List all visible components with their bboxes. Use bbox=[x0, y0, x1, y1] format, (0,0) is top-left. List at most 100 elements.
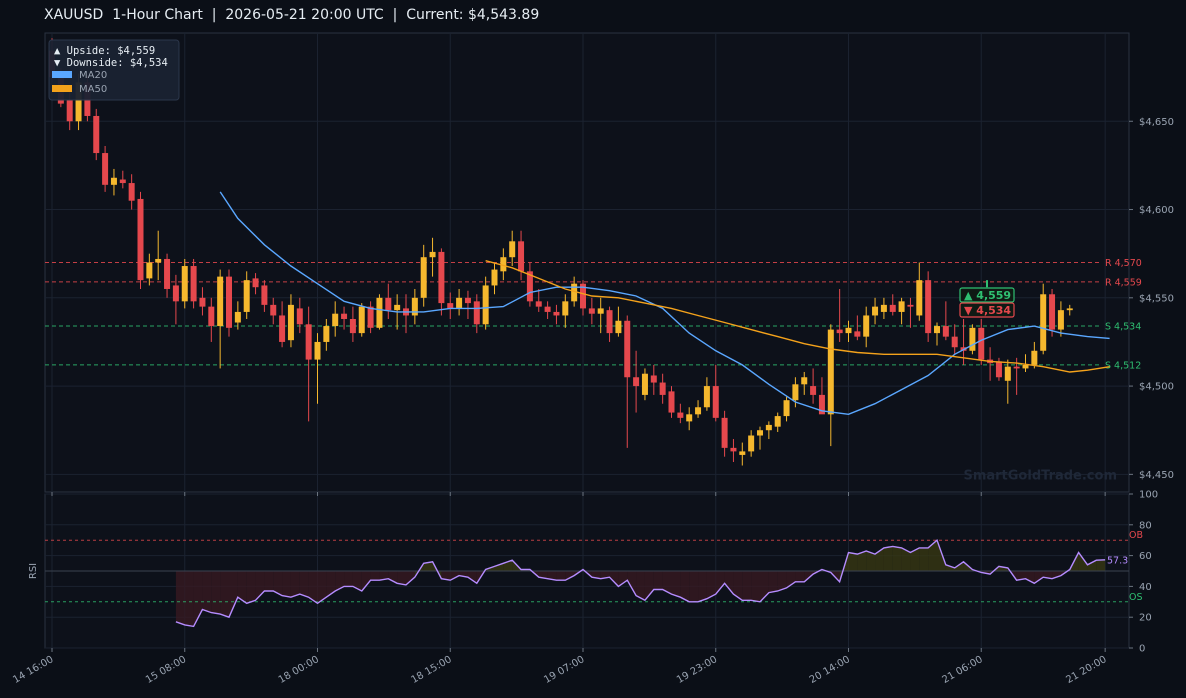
rsi-fill-segment bbox=[229, 571, 238, 618]
price-tick-label: $4,600 bbox=[1139, 205, 1174, 216]
rsi-fill-segment bbox=[246, 571, 256, 604]
candle-body bbox=[827, 329, 834, 415]
rsi-fill-segment bbox=[742, 571, 752, 601]
candle-body bbox=[854, 331, 861, 337]
rsi-fill-segment bbox=[538, 571, 548, 579]
candle-body bbox=[668, 391, 675, 413]
time-tick-label: 15 08:00 bbox=[144, 654, 188, 686]
rsi-fill-segment bbox=[636, 571, 645, 601]
candle-body bbox=[580, 283, 586, 309]
rsi-fill-segment bbox=[609, 571, 619, 587]
candle-body bbox=[810, 386, 817, 395]
candle-body bbox=[739, 451, 746, 455]
rsi-fill-segment bbox=[547, 571, 557, 581]
legend-ma50: MA50 bbox=[79, 84, 107, 95]
rsi-fill-segment bbox=[273, 571, 283, 596]
level-label: S 4,512 bbox=[1105, 360, 1141, 371]
candle-body bbox=[845, 327, 852, 334]
rsi-fill-segment bbox=[317, 571, 327, 604]
candle-body bbox=[889, 304, 896, 312]
candle-body bbox=[721, 417, 728, 448]
ma50-swatch bbox=[52, 85, 72, 92]
candle-body bbox=[615, 320, 622, 334]
rsi-fill-segment bbox=[680, 571, 690, 602]
candle-body bbox=[296, 308, 303, 325]
time-tick-label: 18 00:00 bbox=[277, 654, 321, 686]
candle-body bbox=[358, 306, 365, 334]
chart-title: XAUUSD 1-Hour Chart | 2026-05-21 20:00 U… bbox=[44, 7, 540, 23]
grid bbox=[45, 33, 1129, 649]
rsi-tick-label: 80 bbox=[1139, 520, 1152, 531]
price-tick-label: $4,650 bbox=[1139, 117, 1174, 128]
rsi-fill-segment bbox=[848, 552, 858, 571]
rsi-fill-segment bbox=[928, 540, 937, 571]
rsi-fill-segment bbox=[883, 546, 893, 571]
rsi-fill-segment bbox=[299, 571, 309, 598]
candle-body bbox=[128, 183, 135, 201]
price-tick-label: $4,450 bbox=[1139, 470, 1174, 481]
candle-body bbox=[332, 313, 339, 327]
candle-body bbox=[934, 326, 940, 334]
candle-body bbox=[385, 297, 392, 311]
candle-body bbox=[703, 386, 710, 408]
rsi-fill-segment bbox=[237, 571, 247, 604]
candle-body bbox=[181, 266, 188, 302]
rsi-fill-segment bbox=[875, 547, 884, 571]
candle-body bbox=[544, 306, 551, 312]
rsi-fill-segment bbox=[1034, 571, 1044, 584]
rsi-lines: OB OS 57.3 bbox=[45, 530, 1143, 628]
rsi-fill-segment bbox=[857, 550, 867, 571]
rsi-fill-segment bbox=[361, 571, 371, 592]
rsi-fill-segment bbox=[689, 571, 699, 602]
level-label: R 4,570 bbox=[1105, 258, 1142, 269]
candle-body bbox=[234, 311, 241, 323]
rsi-fill-segment bbox=[813, 569, 822, 575]
candle-body bbox=[464, 297, 471, 304]
rsi-fill-segment bbox=[627, 571, 637, 596]
candle-body bbox=[765, 424, 772, 431]
candle-body bbox=[208, 306, 215, 327]
rsi-fill-segment bbox=[698, 571, 707, 602]
candle-body bbox=[341, 313, 348, 319]
candle-body bbox=[305, 324, 312, 360]
candle-body bbox=[1013, 366, 1020, 369]
candle-body bbox=[287, 304, 294, 341]
candle-body bbox=[473, 301, 480, 325]
candle-body bbox=[606, 310, 613, 334]
candle-body bbox=[429, 251, 436, 258]
rsi-tick-label: 60 bbox=[1139, 551, 1152, 562]
candle-body bbox=[1004, 366, 1011, 381]
candle-body bbox=[624, 320, 631, 378]
price-tick-label: $4,500 bbox=[1139, 382, 1174, 393]
rsi-fill-segment bbox=[866, 550, 876, 571]
candle-body bbox=[757, 430, 763, 436]
candle-body bbox=[677, 412, 684, 418]
candle-body bbox=[93, 115, 100, 154]
rsi-fill-segment bbox=[450, 571, 460, 581]
rsi-fill-segment bbox=[653, 571, 663, 590]
upside-tag-label: ▲ 4,559 bbox=[964, 289, 1011, 302]
candle-body bbox=[748, 435, 755, 452]
candle-body bbox=[137, 198, 144, 281]
rsi-fill-segment bbox=[494, 563, 504, 571]
candle-body bbox=[942, 326, 949, 337]
watermark: SmartGoldTrade.com bbox=[963, 469, 1117, 484]
candle-body bbox=[863, 315, 870, 337]
candle-body bbox=[270, 304, 277, 316]
rsi-fill-segment bbox=[441, 571, 451, 581]
candle-body bbox=[172, 285, 179, 302]
time-tick-label: 18 15:00 bbox=[410, 654, 454, 686]
rsi-fill-segment bbox=[388, 571, 398, 584]
rsi-fill-segment bbox=[671, 571, 681, 598]
rsi-fill-segment bbox=[565, 571, 575, 581]
overbought-label: OB bbox=[1129, 530, 1143, 541]
candle-body bbox=[633, 377, 640, 387]
price-tick-label: $4,550 bbox=[1139, 293, 1174, 304]
time-tick-label: 20 14:00 bbox=[808, 654, 852, 686]
candle-body bbox=[730, 447, 737, 452]
rsi-fill-segment bbox=[768, 571, 778, 593]
candle-body bbox=[482, 285, 489, 325]
candle-body bbox=[323, 326, 330, 342]
candle-body bbox=[509, 241, 516, 258]
candle-body bbox=[1057, 310, 1064, 330]
